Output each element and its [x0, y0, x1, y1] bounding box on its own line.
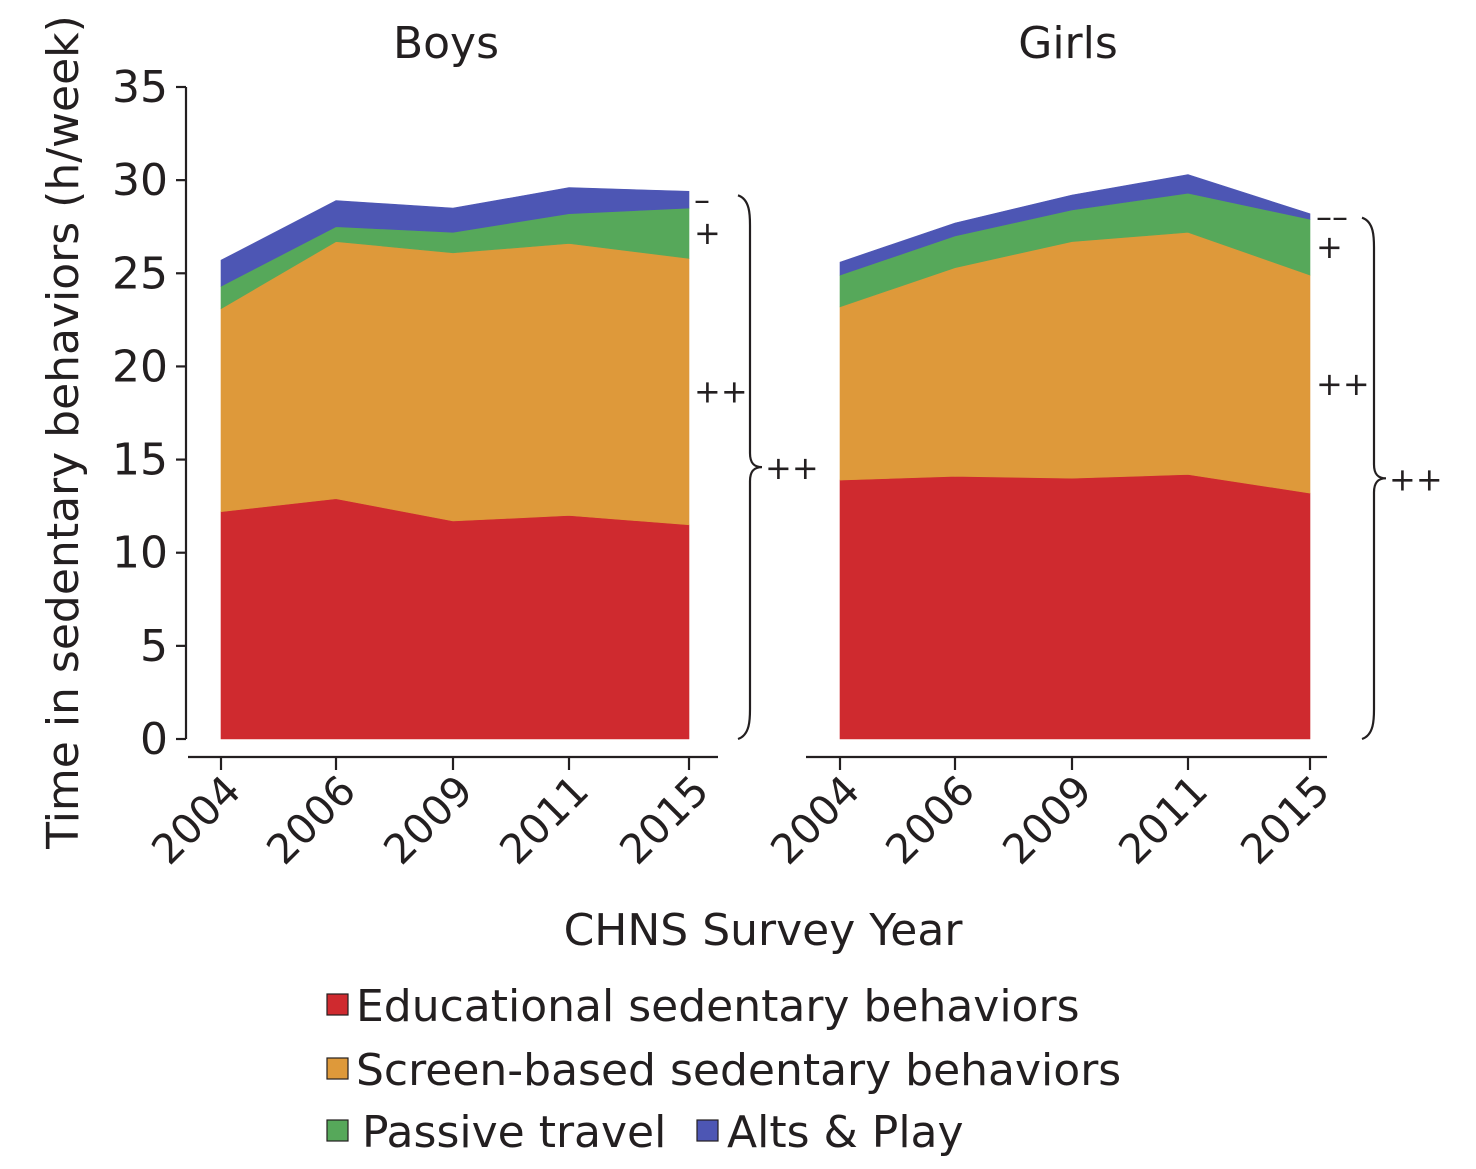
- significance-total: ++: [765, 449, 819, 487]
- y-tick-label: 30: [112, 155, 168, 206]
- area-educational: [839, 474, 1311, 740]
- total-brace: [1361, 216, 1387, 741]
- area-screen: [220, 241, 690, 526]
- legend: Educational sedentary behaviors Screen-b…: [326, 981, 1121, 1158]
- significance-screen: ++: [694, 373, 748, 411]
- legend-swatch-passive: [326, 1119, 349, 1142]
- significance-passive: +: [694, 214, 721, 252]
- x-tick-label: 2009: [374, 766, 482, 874]
- area-alts: [839, 174, 1311, 276]
- legend-item-alts: Alts & Play: [696, 1107, 964, 1158]
- significance-alts: ––: [1316, 197, 1348, 235]
- x-tick-label: 2015: [610, 766, 718, 874]
- x-tick-label: 2015: [1231, 766, 1339, 874]
- area-alts: [220, 187, 690, 287]
- y-tick-label: 15: [112, 435, 168, 486]
- x-axis-title: CHNS Survey Year: [564, 905, 964, 956]
- y-tick-label: 5: [140, 621, 168, 672]
- panel-title: Boys: [393, 18, 499, 69]
- x-tick-label: 2011: [490, 766, 598, 874]
- legend-swatch-screen: [326, 1057, 349, 1080]
- x-tick-label: 2004: [761, 766, 869, 874]
- legend-item-passive: Passive travel: [326, 1107, 666, 1158]
- panel-title: Girls: [1018, 18, 1118, 69]
- x-tick-label: 2006: [257, 766, 365, 874]
- legend-swatch-educational: [326, 993, 349, 1016]
- x-tick-label: 2004: [142, 766, 250, 874]
- x-tick-label: 2006: [876, 766, 984, 874]
- legend-item-screen: Screen-based sedentary behaviors: [326, 1045, 1121, 1096]
- significance-passive: +: [1316, 228, 1343, 266]
- legend-label-educational: Educational sedentary behaviors: [356, 981, 1080, 1032]
- x-tick-label: 2011: [1109, 766, 1217, 874]
- legend-swatch-alts: [696, 1119, 719, 1142]
- total-brace: [737, 194, 763, 741]
- y-axis: 0 5 10 15 20 25 30 35: [112, 62, 188, 765]
- x-tick-label: 2009: [993, 766, 1101, 874]
- significance-total: ++: [1389, 460, 1443, 498]
- y-tick-label: 20: [112, 341, 168, 392]
- legend-label-passive: Passive travel: [362, 1107, 666, 1158]
- legend-label-alts: Alts & Play: [727, 1107, 964, 1158]
- y-tick-label: 25: [112, 248, 168, 299]
- significance-alts: –: [694, 181, 710, 219]
- significance-screen: ++: [1316, 365, 1370, 403]
- y-axis-title: Time in sedentary behaviors (h/week): [38, 15, 89, 850]
- y-tick-label: 10: [112, 528, 168, 579]
- legend-label-screen: Screen-based sedentary behaviors: [356, 1045, 1121, 1096]
- area-educational: [220, 498, 690, 740]
- legend-item-educational: Educational sedentary behaviors: [326, 981, 1080, 1032]
- y-tick-label: 35: [112, 62, 168, 113]
- y-tick-label: 0: [140, 714, 168, 765]
